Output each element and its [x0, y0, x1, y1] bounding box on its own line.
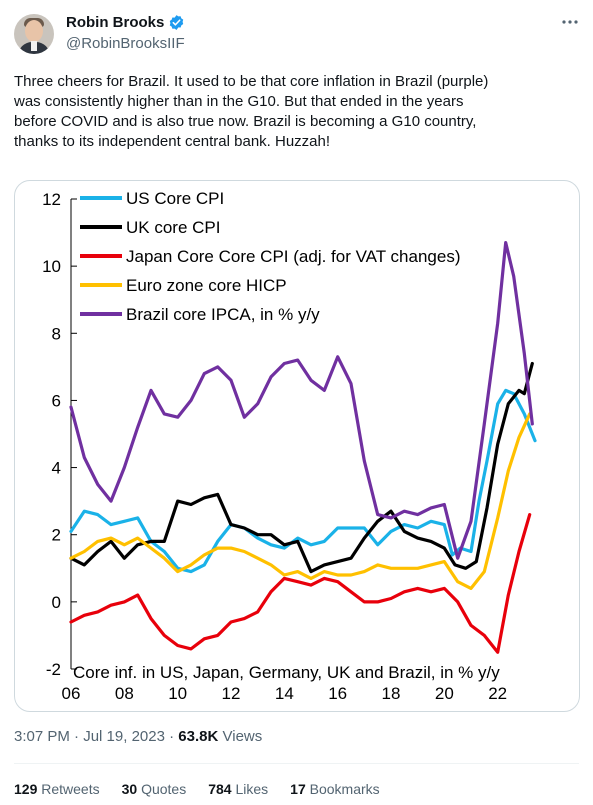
y-tick-label: 0 — [52, 593, 61, 612]
legend-label: Euro zone core HICP — [126, 276, 287, 295]
tweet-text-line: Three cheers for Brazil. It used to be t… — [14, 73, 489, 90]
x-tick-label: 18 — [382, 684, 401, 703]
y-tick-label: -2 — [46, 660, 61, 679]
author-handle[interactable]: @RobinBrooksIIF — [66, 35, 185, 52]
series-line — [69, 240, 534, 560]
y-tick-label: 6 — [52, 391, 61, 410]
x-tick-label: 08 — [115, 684, 134, 703]
series-line — [69, 412, 532, 590]
x-tick-label: 20 — [435, 684, 454, 703]
legend-label: US Core CPI — [126, 189, 224, 208]
y-tick-label: 4 — [52, 459, 61, 478]
x-tick-label: 06 — [62, 684, 81, 703]
likes-stat[interactable]: 784 Likes — [208, 781, 269, 797]
series-line — [69, 361, 534, 574]
avatar[interactable] — [14, 14, 54, 54]
tweet-timestamp[interactable]: 3:07 PM · Jul 19, 2023 · 63.8K Views — [14, 728, 263, 745]
tweet-text-line: was consistently higher than in the G10.… — [14, 93, 464, 110]
retweets-stat[interactable]: 129 Retweets — [14, 781, 100, 797]
views-label: Views — [222, 728, 263, 745]
x-tick-label: 10 — [168, 684, 187, 703]
y-tick-label: 12 — [42, 190, 61, 209]
divider — [14, 763, 579, 764]
quotes-stat[interactable]: 30 Quotes — [121, 781, 187, 797]
x-tick-label: 22 — [488, 684, 507, 703]
chart-legend: US Core CPI UK core CPI Japan Core Core CP… — [80, 189, 461, 324]
verified-badge-icon — [168, 14, 185, 31]
chart-axes: -2 0 2 4 6 8 10 12 06 08 10 12 14 16 18 20 22 — [42, 190, 507, 703]
chart-lines — [69, 240, 537, 654]
more-options-icon[interactable] — [560, 12, 580, 32]
series-line — [69, 513, 532, 654]
display-name[interactable]: Robin Brooks — [66, 14, 165, 31]
y-tick-label: 2 — [52, 526, 61, 545]
tweet-time[interactable]: 3:07 PM — [14, 728, 70, 745]
author-name-row[interactable]: Robin Brooks — [66, 14, 185, 31]
legend-label: Japan Core Core CPI (adj. for VAT change… — [126, 247, 461, 266]
views-count: 63.8K — [178, 728, 219, 745]
tweet-date[interactable]: Jul 19, 2023 — [83, 728, 165, 745]
tweet-text-line: thanks to its independent central bank. … — [14, 133, 331, 150]
inflation-chart: -2 0 2 4 6 8 10 12 06 08 10 12 14 16 18 20 22 US Core CP… — [42, 189, 537, 703]
x-tick-label: 16 — [328, 684, 347, 703]
legend-label: UK core CPI — [126, 218, 220, 237]
x-tick-label: 14 — [275, 684, 294, 703]
y-tick-label: 10 — [42, 257, 61, 276]
engagement-stats: 129 Retweets 30 Quotes 784 Likes 17 Book… — [14, 781, 402, 797]
x-tick-label: 12 — [222, 684, 241, 703]
chart-annotation: Core inf. in US, Japan, Germany, UK and … — [73, 663, 500, 682]
series-line — [69, 388, 537, 574]
tweet-media-chart[interactable]: -2 0 2 4 6 8 10 12 06 08 10 12 14 16 18 20 22 US Core CP… — [14, 180, 580, 712]
legend-label: Brazil core IPCA, in % y/y — [126, 305, 320, 324]
tweet-text: Three cheers for Brazil. It used to be t… — [14, 72, 579, 152]
y-tick-label: 8 — [52, 324, 61, 343]
bookmarks-stat[interactable]: 17 Bookmarks — [290, 781, 380, 797]
tweet-text-line: before COVID and is also true now. Brazi… — [14, 113, 477, 130]
